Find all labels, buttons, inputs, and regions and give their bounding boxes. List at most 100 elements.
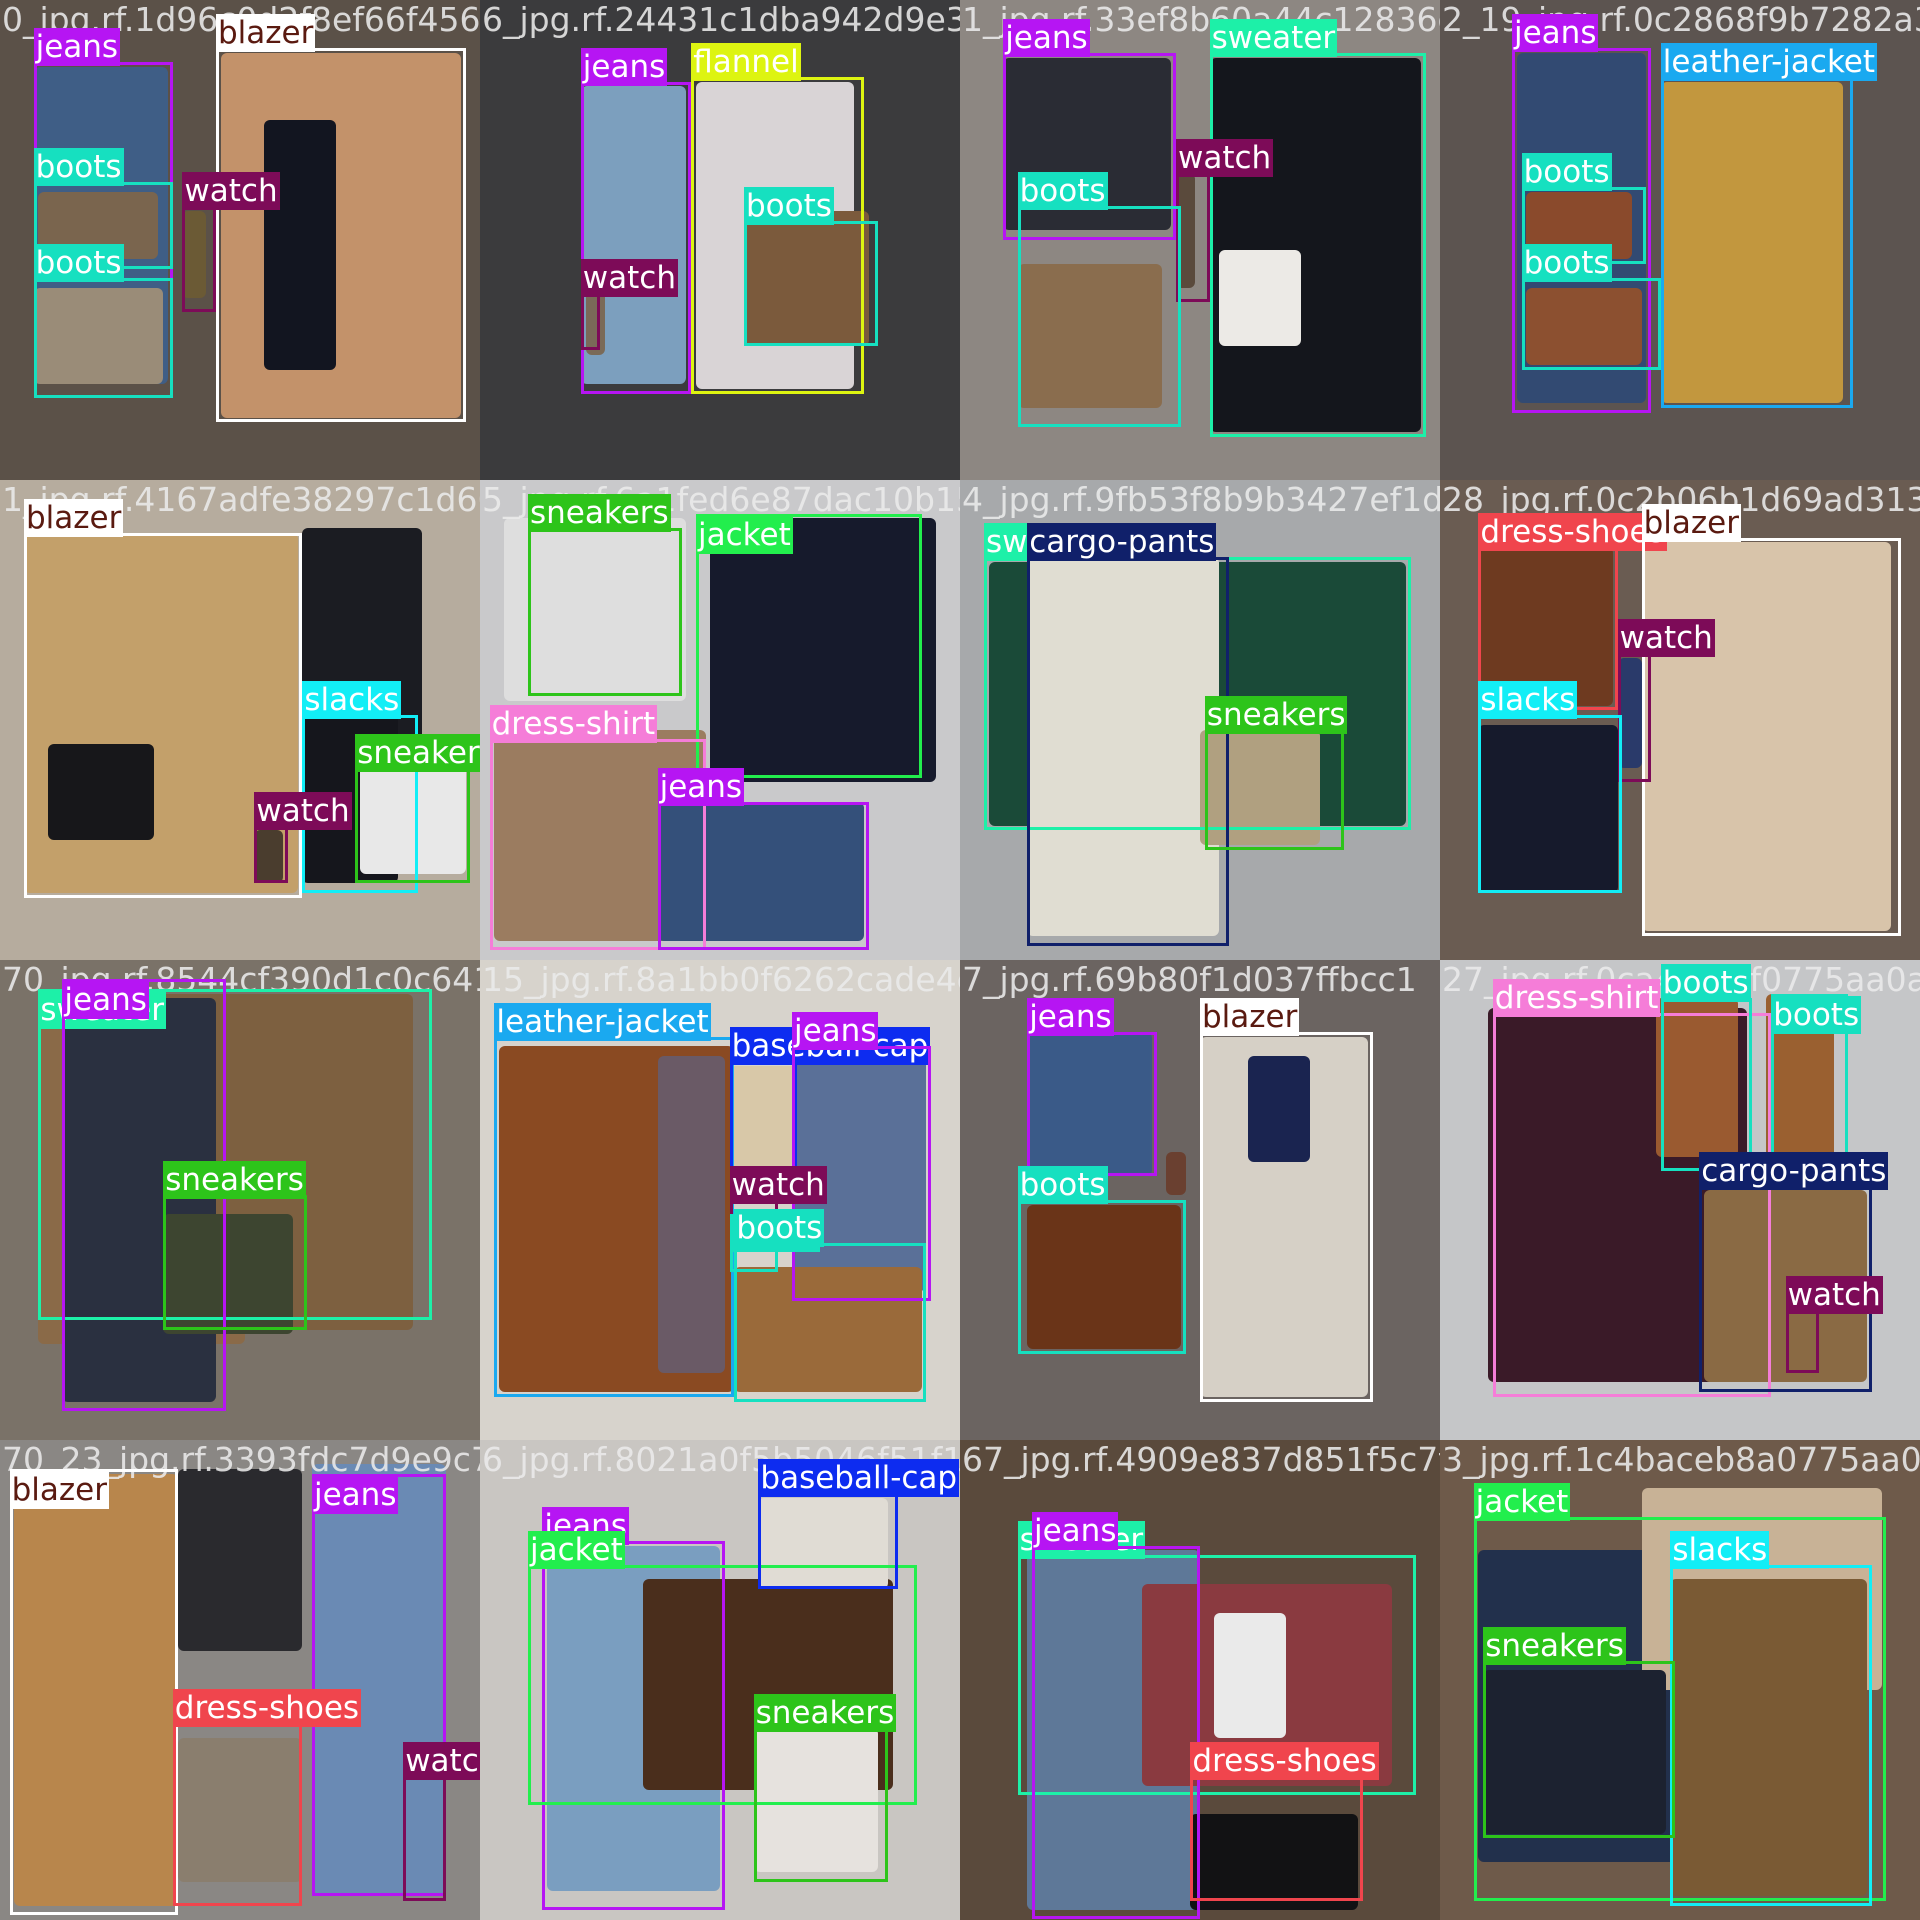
garment-shape [585, 288, 605, 356]
detection-label: jeans [1512, 14, 1599, 52]
detection-label: leather-jacket [494, 1002, 711, 1041]
outfit-photo [1440, 1440, 1920, 1920]
detection-label: watch [182, 172, 280, 211]
outfit-photo [1440, 480, 1920, 960]
bounding-box-boots [744, 220, 879, 346]
bounding-box-watch [1617, 652, 1652, 783]
detection-label: sneakers [528, 494, 671, 532]
detection-label: boots [744, 186, 834, 225]
detection-label: jacket [1473, 1482, 1571, 1521]
detection-label: blazer [24, 498, 124, 537]
detection-label: jeans [33, 28, 121, 67]
garment-shape [33, 288, 164, 384]
detection-label: jeans [62, 981, 149, 1020]
image-tile: 3_jpg.rf.1c4baceb8a0775aa0a4d6jacket slac… [1440, 1440, 1920, 1920]
detection-label: sneakers [1483, 1626, 1626, 1665]
detection-label: jeans [1032, 1511, 1119, 1550]
garment-shape [710, 518, 936, 783]
detection-label: sneakers [163, 1161, 306, 1200]
bounding-box-boots [734, 1243, 927, 1402]
garment-shape [1670, 1579, 1868, 1896]
outfit-photo [0, 480, 480, 960]
bounding-box-boots [1017, 1200, 1186, 1354]
garment-shape [1641, 542, 1892, 932]
detection-label: boots [1017, 172, 1108, 211]
garment-shape [1660, 81, 1844, 404]
image-tile: 4_jpg.rf.9fb53f8b9b3427ef1d014b2asweater… [960, 480, 1440, 960]
detection-label: slacks [302, 681, 402, 720]
image-tile: 70_23_jpg.rf.3393fdc7d9e9c75 blazer jeans d… [0, 1440, 480, 1920]
bounding-box-jeans [657, 801, 869, 951]
bounding-box-boots [1660, 998, 1752, 1172]
bounding-box-sneakers [1204, 729, 1344, 850]
outfit-photo [480, 1440, 960, 1920]
outfit-photo [0, 1440, 480, 1920]
bounding-box-sweater [1017, 1555, 1416, 1796]
detection-label: boots [33, 148, 124, 187]
detection-label: baseball-cap [758, 1458, 960, 1497]
garment-shape [657, 801, 864, 941]
garment-shape [1656, 998, 1738, 1157]
bounding-box-watch [580, 292, 600, 351]
image-filename: 4_jpg.rf.9fb53f8b9b3427ef1d014b2a [962, 480, 1440, 519]
bounding-box-boots [1521, 278, 1661, 370]
bounding-box-blazer [1641, 537, 1901, 936]
detection-label: blazer [1641, 503, 1741, 542]
detection-label: dress-shoes [1190, 1742, 1379, 1780]
outfit-photo [960, 1440, 1440, 1920]
image-tile: 1_jpg.rf.33ef8b60a44c12836c jeans sweater w… [960, 0, 1440, 480]
outfit-photo [0, 960, 480, 1440]
image-tile: 6_jpg.rf.24431c1dba942d9e34b5a049jeansfl… [480, 0, 960, 480]
garment-shape [312, 1464, 447, 1896]
bounding-box-slacks [1670, 1564, 1872, 1906]
bounding-box-baseball-cap [729, 1060, 797, 1172]
bounding-box-leather-jacket [494, 1036, 735, 1397]
bounding-box-jeans [1032, 1545, 1200, 1919]
detection-label: blazer [216, 14, 316, 52]
garment-shape [1200, 729, 1320, 845]
detection-label: watch [1176, 138, 1274, 177]
detection-label: slacks [1670, 1530, 1770, 1569]
garment-shape [753, 1728, 879, 1872]
garment-shape [734, 1267, 922, 1392]
detection-label: boots [734, 1209, 825, 1248]
image-tile: 27_jpg.rf.0ca4fe5bf0775aa0a4d6dress-shir… [1440, 960, 1920, 1440]
detection-label: dress-shoes [172, 1689, 362, 1728]
garment-shape [1248, 1056, 1311, 1162]
garment-shape [264, 120, 336, 370]
bounding-box-sneakers [1483, 1660, 1676, 1839]
garment-shape [220, 52, 461, 418]
detection-label: boots [1017, 1166, 1108, 1204]
detection-label: boots [1660, 964, 1751, 1003]
garment-shape [1219, 249, 1301, 346]
image-tile: 6_jpg.rf.8021a0f5b5046f51f17c83267jeansj… [480, 1440, 960, 1920]
garment-shape [177, 1468, 303, 1652]
image-tile: 70_jpg.rf.8544cf390d1c0c641bsweaterjeans… [0, 960, 480, 1440]
detection-label: jacket [696, 515, 793, 554]
image-filename: 3_jpg.rf.1c4baceb8a0775aa0a4d6 [1442, 1440, 1920, 1479]
garment-shape [1190, 1814, 1359, 1911]
bounding-box-sneakers [355, 768, 471, 884]
detection-label: jeans [657, 767, 745, 806]
outfit-photo [960, 480, 1440, 960]
bounding-box-jacket [696, 513, 922, 778]
bounding-box-slacks [1478, 715, 1623, 893]
bounding-box-blazer [1200, 1032, 1373, 1402]
garment-shape [504, 518, 687, 701]
detection-label: sneakers [753, 1694, 897, 1732]
detection-label: sneakers [355, 734, 480, 772]
garment-shape [48, 744, 154, 840]
bounding-box-watch [182, 206, 216, 312]
image-tile: 7_jpg.rf.69b80f1d037ffbcc1 jeans blazer boo… [960, 960, 1440, 1440]
detection-label: cargo-pants [1027, 522, 1217, 561]
detection-label: jeans [580, 47, 668, 86]
image-tile: 15_jpg.rf.8a1bb0f6262cade4e7f45d36leathe… [480, 960, 960, 1440]
bounding-box-blazer [216, 48, 466, 423]
detection-label: sweater [1209, 18, 1338, 57]
garment-shape [1027, 1032, 1152, 1176]
detection-label: dress-shirt [489, 705, 658, 744]
garment-shape [1478, 724, 1618, 893]
bounding-box-boots [1017, 206, 1181, 428]
detection-label: blazer [9, 1470, 109, 1509]
